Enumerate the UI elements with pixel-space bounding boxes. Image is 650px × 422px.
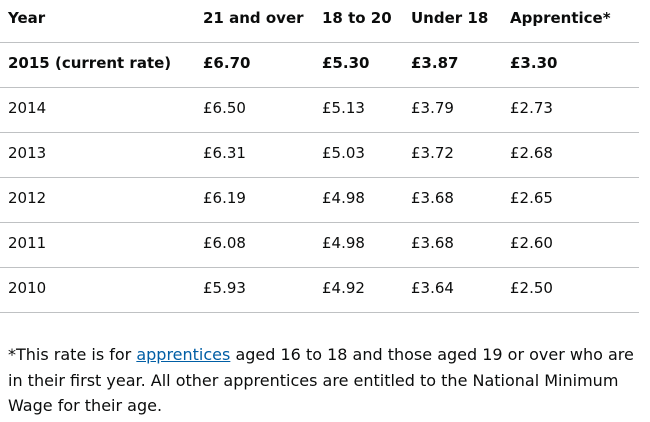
table-cell: £2.60 <box>510 234 553 252</box>
column-header: 18 to 20 <box>322 9 392 27</box>
footnote-line: Wage for their age. <box>8 396 163 415</box>
table-cell: £3.64 <box>411 279 454 297</box>
footnote-text: *This rate is for <box>8 345 137 364</box>
table-cell: £6.70 <box>203 54 251 72</box>
column-header: Apprentice* <box>510 9 611 27</box>
table-cell: £2.50 <box>510 279 553 297</box>
table-cell: £2.65 <box>510 189 553 207</box>
table-cell: £2.68 <box>510 144 553 162</box>
table-cell: £2.73 <box>510 99 553 117</box>
table-cell: £3.30 <box>510 54 558 72</box>
column-header: Year <box>8 9 46 27</box>
row-divider <box>0 312 639 313</box>
table-cell: £3.79 <box>411 99 454 117</box>
table-cell: 2012 <box>8 189 47 207</box>
row-divider <box>0 42 639 43</box>
row-divider <box>0 177 639 178</box>
table-cell: £6.08 <box>203 234 246 252</box>
table-cell: £6.19 <box>203 189 246 207</box>
row-divider <box>0 222 639 223</box>
row-divider <box>0 267 639 268</box>
table-cell: £5.03 <box>322 144 365 162</box>
column-header: Under 18 <box>411 9 489 27</box>
table-cell: 2011 <box>8 234 47 252</box>
table-cell: £5.30 <box>322 54 370 72</box>
footnote-line: *This rate is for apprentices aged 16 to… <box>8 345 634 365</box>
table-cell: £5.93 <box>203 279 246 297</box>
table-cell: 2015 (current rate) <box>8 54 172 72</box>
table-cell: 2014 <box>8 99 47 117</box>
table-cell: £4.98 <box>322 234 365 252</box>
table-cell: £4.92 <box>322 279 365 297</box>
table-cell: 2010 <box>8 279 47 297</box>
row-divider <box>0 87 639 88</box>
row-divider <box>0 132 639 133</box>
table-cell: £3.72 <box>411 144 454 162</box>
table-cell: £3.87 <box>411 54 459 72</box>
table-cell: 2013 <box>8 144 47 162</box>
table-cell: £3.68 <box>411 189 454 207</box>
table-cell: £6.31 <box>203 144 246 162</box>
column-header: 21 and over <box>203 9 304 27</box>
table-cell: £3.68 <box>411 234 454 252</box>
table-cell: £4.98 <box>322 189 365 207</box>
footnote-line: in their first year. All other apprentic… <box>8 371 619 390</box>
footnote-text: aged 16 to 18 and those aged 19 or over … <box>230 345 634 364</box>
apprentices-link[interactable]: apprentices <box>136 345 231 364</box>
table-cell: £5.13 <box>322 99 365 117</box>
table-cell: £6.50 <box>203 99 246 117</box>
